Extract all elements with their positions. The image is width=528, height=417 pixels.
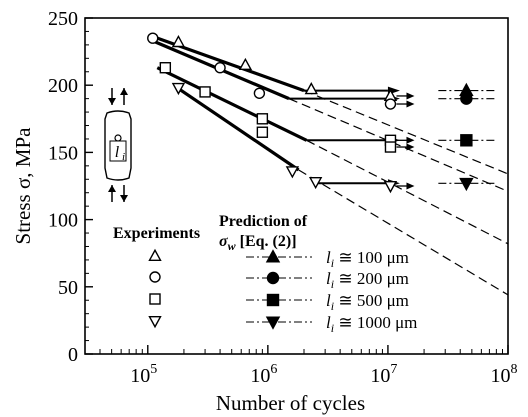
experiment-point	[256, 126, 269, 138]
y-tick-label: 200	[48, 75, 78, 97]
defect-hole	[114, 134, 122, 142]
x-axis-title: Number of cycles	[216, 391, 365, 415]
fit-line	[156, 66, 308, 142]
prediction-dashed-line	[288, 98, 509, 192]
defect-length-box	[109, 140, 127, 162]
experiment-point	[214, 62, 226, 74]
legend-series-label: li ≅ 500 μm	[326, 291, 409, 313]
runout-arrow	[406, 92, 415, 100]
experiment-point	[384, 98, 397, 110]
runout-arrow	[406, 100, 415, 108]
experiment-point	[308, 176, 323, 190]
x-tick-label: 108	[491, 362, 518, 387]
legend-prediction-marker	[265, 249, 281, 263]
legend-experiment-marker	[149, 293, 161, 305]
prediction-dashed-line	[306, 139, 509, 245]
legend-series-label: li ≅ 200 μm	[326, 269, 409, 291]
experiment-point	[256, 113, 269, 125]
prediction-dashed-line	[303, 90, 509, 175]
runout-arrow	[406, 143, 415, 151]
experiment-point	[383, 180, 398, 194]
y-tick-label: 100	[48, 210, 78, 232]
specimen-label: l	[115, 144, 120, 161]
specimen-label-subscript: i	[122, 151, 125, 163]
experiment-point	[304, 82, 318, 95]
x-tick-label: 107	[370, 362, 397, 387]
runout-arrow	[406, 136, 415, 144]
legend-prediction-marker	[266, 293, 280, 307]
data-points	[147, 32, 415, 194]
load-arrowhead	[120, 88, 128, 95]
legend-prediction-title: Prediction of	[219, 213, 308, 230]
legend-experiments-title: Experiments	[113, 225, 200, 242]
legend: Experiments Prediction of σw [Eq. (2)] li ≅…	[113, 213, 417, 335]
experiment-point	[159, 62, 172, 74]
experiment-point	[199, 86, 211, 98]
prediction-dashed-line	[298, 169, 509, 296]
legend-prediction-marker	[266, 271, 280, 285]
legend-experiment-marker	[148, 248, 162, 262]
y-axis-title: Stress σ, MPa	[11, 127, 35, 245]
load-arrowhead	[120, 195, 128, 202]
legend-experiment-marker	[149, 271, 161, 283]
prediction-level-marker	[460, 134, 473, 147]
y-tick-label: 50	[58, 277, 78, 299]
legend-series-label: li ≅ 1000 μm	[326, 313, 417, 335]
load-arrowhead	[108, 98, 116, 105]
axis-labels: Number of cycles Stress σ, MPa	[11, 127, 365, 415]
legend-experiment-marker	[148, 315, 162, 329]
prediction-level-marker	[460, 92, 473, 105]
y-tick-label: 250	[48, 8, 78, 30]
fit-line	[174, 85, 300, 172]
legend-prediction-eq: σw [Eq. (2)]	[219, 233, 297, 253]
y-tick-label: 0	[68, 344, 78, 366]
experiment-point	[147, 32, 159, 44]
y-tick-label: 150	[48, 142, 78, 164]
experiment-point	[238, 57, 253, 71]
experiment-point	[171, 82, 186, 96]
x-tick-label: 105	[130, 362, 157, 387]
axes: 0 50 100 150 200 250 105 106 107 108	[48, 8, 518, 387]
experiment-point	[384, 141, 397, 153]
prediction-level-marker	[459, 177, 474, 192]
x-tick-label: 106	[250, 362, 277, 387]
experiment-point	[253, 87, 266, 99]
load-arrowhead	[108, 185, 116, 192]
plot-frame	[84, 17, 509, 355]
experiment-point	[171, 34, 186, 48]
legend-prediction-marker	[265, 316, 281, 330]
runout-arrow	[406, 182, 415, 190]
experiment-point	[285, 166, 300, 179]
legend-series-label: li ≅ 100 μm	[326, 248, 409, 270]
